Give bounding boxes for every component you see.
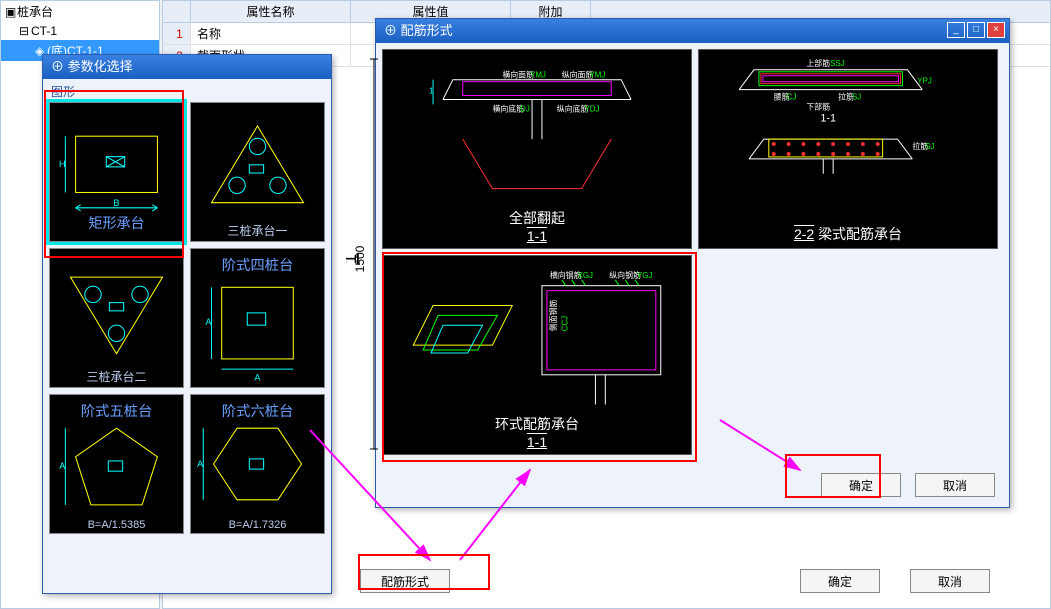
svg-text:上部筋: 上部筋	[806, 58, 830, 68]
prop-row-name: 名称	[191, 23, 351, 44]
svg-text:SJ: SJ	[925, 142, 934, 151]
collapse-icon: ▣	[5, 5, 15, 19]
svg-text:A: A	[254, 372, 261, 382]
param-option-step5[interactable]: 阶式五桩台 A B=A/1.5385	[49, 394, 184, 534]
svg-text:阶式六桩台: 阶式六桩台	[222, 403, 294, 420]
tree-item-ct1[interactable]: ⊟CT-1	[1, 22, 159, 40]
param-opt-note: B=A/1.5385	[50, 519, 183, 531]
rebar-cancel-button[interactable]: 取消	[915, 473, 995, 497]
param-option-step6[interactable]: 阶式六桩台 A B=A/1.7326	[190, 394, 325, 534]
rebar-dialog: ⊕ 配筋形式 _ □ × 横向面筋YMJ 纵向面筋YMJ 横向底筋DJ 纵向底筋…	[375, 18, 1010, 508]
svg-text:CCJ: CCJ	[561, 316, 570, 331]
svg-text:YDJ: YDJ	[585, 104, 600, 113]
param-option-tri1[interactable]: 三桩承台一	[190, 102, 325, 242]
svg-text:YPJ: YPJ	[917, 77, 932, 86]
param-option-step4[interactable]: 阶式四桩台 A A	[190, 248, 325, 388]
minimize-button[interactable]: _	[947, 22, 965, 38]
svg-text:侧面钢筋: 侧面钢筋	[548, 300, 558, 332]
rebar-ok-button[interactable]: 确定	[821, 473, 901, 497]
svg-text:XGJ: XGJ	[578, 271, 593, 280]
svg-text:B: B	[113, 198, 119, 208]
svg-text:YMJ: YMJ	[589, 71, 605, 80]
rebar-opt-label: 全部翻起 1-1	[383, 208, 691, 244]
svg-text:阶式五桩台: 阶式五桩台	[81, 403, 153, 420]
rebar-titlebar[interactable]: ⊕ 配筋形式 _ □ ×	[376, 19, 1009, 43]
ok-button[interactable]: 确定	[800, 569, 880, 593]
maximize-button[interactable]: □	[967, 22, 985, 38]
param-dialog: ⊕ 参数化选择 图形 B H 矩形承台	[42, 54, 332, 594]
rebar-body: 横向面筋YMJ 纵向面筋YMJ 横向底筋DJ 纵向底筋YDJ 1 全部翻起 1-…	[376, 43, 1009, 461]
svg-text:阶式四桩台: 阶式四桩台	[222, 257, 294, 274]
param-group-label: 图形	[43, 79, 331, 100]
rebar-title: 配筋形式	[401, 23, 453, 38]
rebar-opt-label: 环式配筋承台 1-1	[383, 414, 691, 450]
svg-text:下部筋: 下部筋	[806, 101, 830, 111]
svg-text:SJ: SJ	[852, 93, 861, 102]
param-grid: B H 矩形承台 三桩承台一 三桩承	[43, 100, 331, 536]
tree-root[interactable]: ▣桩承台	[1, 1, 159, 22]
rebar-option-flip[interactable]: 横向面筋YMJ 纵向面筋YMJ 横向底筋DJ 纵向底筋YDJ 1 全部翻起 1-…	[382, 49, 692, 249]
plus-icon: ⊕	[51, 59, 64, 74]
svg-text:H: H	[59, 159, 66, 169]
rebar-option-ring[interactable]: 横向钢筋XGJ 纵向钢筋YGJ 侧面钢筋 CCJ 环式配筋承台 1-1	[382, 255, 692, 455]
param-opt-note: B=A/1.7326	[191, 519, 324, 531]
cancel-button[interactable]: 取消	[910, 569, 990, 593]
prop-row-num: 1	[163, 23, 191, 44]
param-title: 参数化选择	[68, 59, 133, 74]
param-opt-label: 矩形承台	[50, 213, 183, 233]
close-button[interactable]: ×	[987, 22, 1005, 38]
svg-text:SSJ: SSJ	[830, 59, 845, 68]
svg-text:1-1: 1-1	[820, 112, 836, 124]
svg-text:A: A	[197, 459, 204, 469]
param-option-tri2[interactable]: 三桩承台二	[49, 248, 184, 388]
param-option-rect[interactable]: B H 矩形承台	[49, 102, 184, 242]
svg-text:DJ: DJ	[520, 104, 530, 113]
svg-text:CJ: CJ	[787, 93, 797, 102]
rebar-option-beam[interactable]: 上部筋SSJ 腰筋CJ 拉筋SJ 下部筋 YPJ 1-1 拉筋SJ	[698, 49, 998, 249]
rebar-form-button[interactable]: 配筋形式	[360, 569, 450, 593]
rebar-opt-label: 2-2 梁式配筋承台	[699, 224, 997, 244]
svg-text:A: A	[205, 317, 212, 327]
prop-col-name: 属性名称	[191, 1, 351, 22]
param-opt-label: 三桩承台二	[50, 368, 183, 385]
svg-text:YMJ: YMJ	[530, 71, 546, 80]
plus-icon: ⊕	[384, 23, 397, 38]
tree-child-label: CT-1	[31, 24, 57, 38]
svg-text:YGJ: YGJ	[637, 271, 652, 280]
expand-icon: ⊟	[19, 24, 29, 38]
param-opt-label: 三桩承台一	[191, 222, 324, 239]
tree-root-label: 桩承台	[17, 5, 53, 19]
svg-text:A: A	[59, 461, 66, 471]
param-titlebar[interactable]: ⊕ 参数化选择	[43, 55, 331, 79]
bottom-button-row: 配筋形式 确定 取消	[340, 561, 1040, 601]
